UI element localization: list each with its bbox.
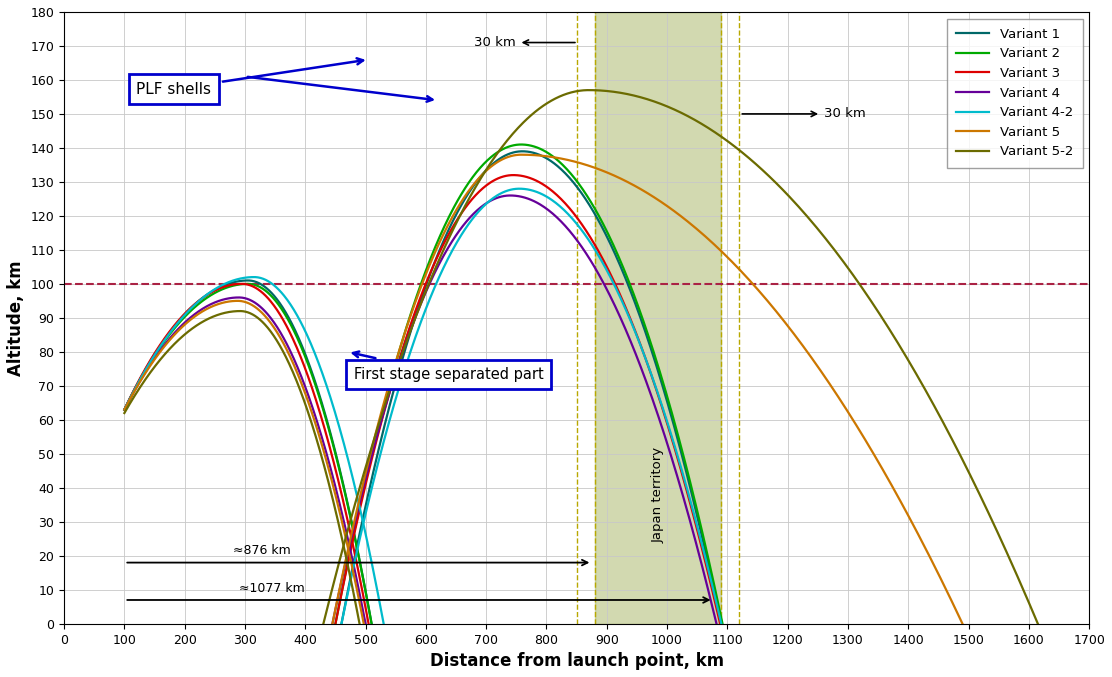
Variant 2 xyxy=(345,519,358,527)
Variant 4-2 xyxy=(170,320,183,328)
Variant 2 xyxy=(241,280,255,288)
Variant 4 xyxy=(359,619,373,628)
Variant 1 xyxy=(123,394,137,402)
Variant 4 xyxy=(129,385,142,393)
Variant 4-2 xyxy=(322,391,336,399)
Variant 1 xyxy=(129,382,142,390)
Variant 1 xyxy=(118,406,131,414)
Line: Variant 4: Variant 4 xyxy=(125,297,366,624)
Bar xyxy=(595,12,722,624)
Variant 4-2 xyxy=(130,381,143,389)
Variant 2 xyxy=(314,395,327,403)
Variant 4-2 xyxy=(123,394,137,402)
Variant 2 xyxy=(168,324,181,332)
Variant 1 xyxy=(345,518,358,526)
Variant 5 xyxy=(129,386,142,394)
Line: Variant 2: Variant 2 xyxy=(125,284,371,624)
Variant 5-2 xyxy=(188,323,201,331)
Variant 4 xyxy=(123,395,137,403)
Variant 3 xyxy=(341,519,355,527)
Variant 5 xyxy=(305,406,318,414)
Variant 5 xyxy=(186,314,199,322)
Variant 2 xyxy=(129,383,142,391)
Text: First stage separated part: First stage separated part xyxy=(353,351,544,382)
Variant 3 xyxy=(166,324,179,332)
Line: Variant 4-2: Variant 4-2 xyxy=(125,277,384,624)
Variant 5 xyxy=(118,406,131,414)
Variant 5 xyxy=(357,619,370,628)
Variant 4-2 xyxy=(247,273,260,281)
Line: Variant 5: Variant 5 xyxy=(125,301,364,624)
Variant 4 xyxy=(306,404,319,412)
Variant 5-2 xyxy=(234,307,247,315)
Variant 5 xyxy=(337,524,350,532)
Variant 4-2 xyxy=(356,517,369,525)
Variant 5-2 xyxy=(118,409,131,417)
Variant 3 xyxy=(361,619,375,628)
Variant 5-2 xyxy=(123,400,137,408)
Variant 4-2 xyxy=(377,619,390,628)
Variant 1 xyxy=(192,297,206,305)
Variant 1 xyxy=(365,619,378,628)
Text: 30 km: 30 km xyxy=(474,36,575,49)
Line: Variant 5-2: Variant 5-2 xyxy=(125,311,359,624)
Variant 4-2 xyxy=(118,406,131,414)
Text: 30 km: 30 km xyxy=(742,108,865,121)
Variant 4 xyxy=(232,293,246,301)
Line: Variant 1: Variant 1 xyxy=(125,280,371,624)
Variant 4 xyxy=(165,333,178,341)
Variant 5-2 xyxy=(353,619,366,628)
Variant 4 xyxy=(338,523,351,531)
Variant 3 xyxy=(123,395,137,403)
Variant 1 xyxy=(168,322,181,330)
Variant 5-2 xyxy=(129,391,142,399)
Text: Japan territory: Japan territory xyxy=(652,447,665,543)
Text: PLF shells: PLF shells xyxy=(137,58,364,97)
X-axis label: Distance from launch point, km: Distance from launch point, km xyxy=(429,652,724,670)
Legend: Variant 1, Variant 2, Variant 3, Variant 4, Variant 4-2, Variant 5, Variant 5-2: Variant 1, Variant 2, Variant 3, Variant… xyxy=(947,18,1082,168)
Y-axis label: Altitude, km: Altitude, km xyxy=(7,260,24,376)
Variant 5 xyxy=(122,396,136,404)
Variant 3 xyxy=(236,280,249,288)
Text: ≈876 km: ≈876 km xyxy=(232,544,290,557)
Variant 2 xyxy=(123,395,137,403)
Variant 5 xyxy=(231,297,245,305)
Text: ≈1077 km: ≈1077 km xyxy=(239,582,305,595)
Variant 5-2 xyxy=(334,527,347,536)
Variant 3 xyxy=(309,395,322,403)
Variant 1 xyxy=(314,393,327,401)
Variant 4-2 xyxy=(196,294,209,302)
Variant 3 xyxy=(129,383,142,391)
Variant 5-2 xyxy=(304,413,317,421)
Variant 2 xyxy=(192,300,206,308)
Variant 1 xyxy=(241,276,255,284)
Variant 2 xyxy=(118,406,131,414)
Line: Variant 3: Variant 3 xyxy=(125,284,368,624)
Variant 5-2 xyxy=(165,343,178,351)
Variant 3 xyxy=(118,406,131,414)
Variant 5 xyxy=(163,335,177,343)
Variant 4 xyxy=(118,406,131,414)
Variant 4 xyxy=(187,311,200,320)
Variant 2 xyxy=(365,619,378,628)
Variant 3 xyxy=(189,300,202,308)
